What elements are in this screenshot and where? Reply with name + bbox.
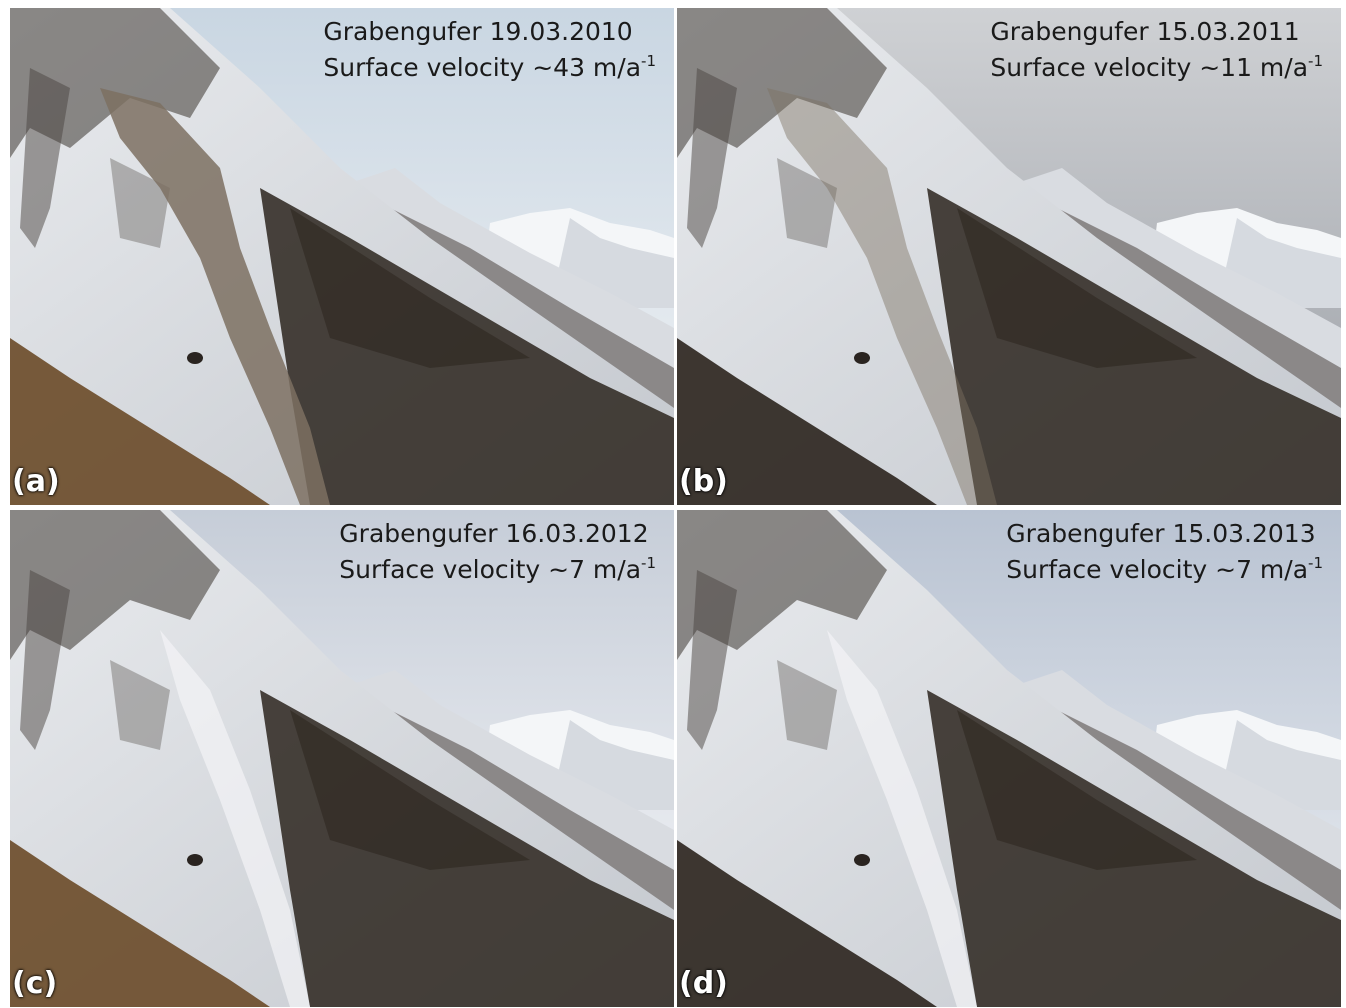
panel-title-a: Grabengufer 19.03.2010 bbox=[323, 17, 633, 46]
panel-caption-c: Grabengufer 16.03.2012 Surface velocity … bbox=[339, 516, 656, 588]
larch-forest bbox=[10, 840, 270, 1007]
velocity-unit-exponent-d: -1 bbox=[1308, 554, 1323, 572]
panel-title-d: Grabengufer 15.03.2013 bbox=[1006, 519, 1316, 548]
panel-velocity-b: Surface velocity ~11 m/a-1 bbox=[990, 50, 1323, 86]
mountain-photo-c bbox=[10, 510, 674, 1007]
debris-flow bbox=[767, 88, 997, 505]
larch-forest bbox=[10, 338, 270, 505]
panel-caption-b: Grabengufer 15.03.2011 Surface velocity … bbox=[990, 14, 1323, 86]
mountain-photo-a bbox=[10, 8, 674, 505]
panel-velocity-d: Surface velocity ~7 m/a-1 bbox=[1006, 552, 1323, 588]
panel-velocity-a: Surface velocity ~43 m/a-1 bbox=[323, 50, 656, 86]
boulder bbox=[854, 854, 870, 866]
panel-caption-a: Grabengufer 19.03.2010 Surface velocity … bbox=[323, 14, 656, 86]
snow-channel bbox=[827, 630, 977, 1007]
velocity-text-d: Surface velocity ~7 m/a bbox=[1006, 555, 1309, 584]
photo-panel-a: Grabengufer 19.03.2010 Surface velocity … bbox=[10, 8, 674, 505]
panel-title-c: Grabengufer 16.03.2012 bbox=[339, 519, 649, 548]
panel-caption-d: Grabengufer 15.03.2013 Surface velocity … bbox=[1006, 516, 1323, 588]
snow-channel bbox=[160, 630, 310, 1007]
velocity-text-b: Surface velocity ~11 m/a bbox=[990, 53, 1309, 82]
mountain-photo-d bbox=[677, 510, 1341, 1007]
panel-divider-horizontal bbox=[10, 505, 1346, 510]
mountain-photo-b bbox=[677, 8, 1341, 505]
velocity-unit-exponent-a: -1 bbox=[641, 52, 656, 70]
boulder bbox=[854, 352, 870, 364]
panel-title-b: Grabengufer 15.03.2011 bbox=[990, 17, 1300, 46]
panel-letter-b: (b) bbox=[679, 464, 728, 499]
velocity-text-a: Surface velocity ~43 m/a bbox=[323, 53, 642, 82]
boulder bbox=[187, 352, 203, 364]
boulder bbox=[187, 854, 203, 866]
panel-letter-a: (a) bbox=[12, 464, 60, 499]
velocity-unit-exponent-c: -1 bbox=[641, 554, 656, 572]
debris-flow bbox=[100, 88, 330, 505]
panel-letter-d: (d) bbox=[679, 966, 728, 1001]
photo-panel-c: Grabengufer 16.03.2012 Surface velocity … bbox=[10, 510, 674, 1007]
panel-letter-c: (c) bbox=[12, 966, 58, 1001]
larch-forest bbox=[677, 840, 937, 1007]
photo-panel-b: Grabengufer 15.03.2011 Surface velocity … bbox=[677, 8, 1341, 505]
larch-forest bbox=[677, 338, 937, 505]
photo-panel-d: Grabengufer 15.03.2013 Surface velocity … bbox=[677, 510, 1341, 1007]
velocity-text-c: Surface velocity ~7 m/a bbox=[339, 555, 642, 584]
panel-velocity-c: Surface velocity ~7 m/a-1 bbox=[339, 552, 656, 588]
velocity-unit-exponent-b: -1 bbox=[1308, 52, 1323, 70]
